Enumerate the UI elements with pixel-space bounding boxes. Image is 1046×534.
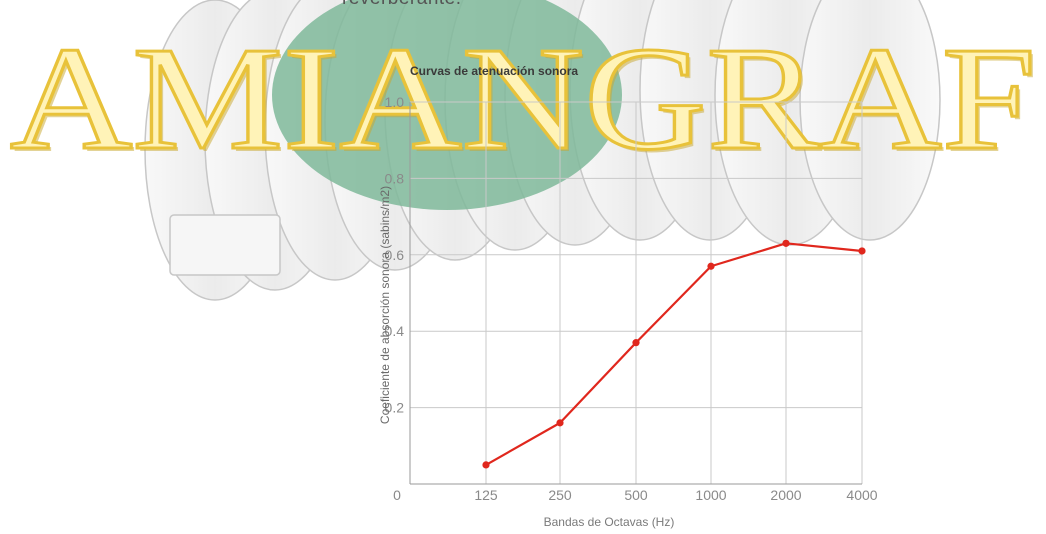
data-point-2000 [782, 239, 790, 247]
data-point-1000 [707, 262, 715, 270]
top-caption-text: reverberante. [342, 0, 462, 10]
chart-title: Curvas de atenuación sonora [410, 64, 579, 78]
x-tick-label-4000: 4000 [846, 487, 877, 503]
x-tick-label-500: 500 [624, 487, 648, 503]
y-tick-label: 1.0 [385, 94, 405, 110]
x-axis-label: Bandas de Octavas (Hz) [544, 515, 675, 529]
chart-grid [410, 101, 863, 484]
chart-axes [409, 102, 862, 485]
x-tick-label-125: 125 [474, 487, 498, 503]
data-point-250 [556, 419, 564, 427]
x-tick-label-2000: 2000 [770, 487, 801, 503]
y-axis-label: Coeficiente de absorción sonora (sabins/… [378, 186, 392, 424]
svg-text:AMIANGRAF: AMIANGRAF [10, 17, 1036, 160]
series-line [485, 242, 863, 466]
y-tick-label: 0.2 [385, 400, 405, 416]
svg-text:AMIANGRAF: AMIANGRAF [13, 20, 1039, 160]
y-tick-label: 0.6 [385, 247, 405, 263]
x-tick-label-250: 250 [548, 487, 572, 503]
chart-series [482, 239, 866, 469]
chart-tick-labels: 0.2 0.4 0.6 0.8 1.0 0 125 250 500 1000 2000 4000 [385, 94, 878, 503]
y-tick-label: 0.8 [385, 170, 405, 186]
green-seal-shape [272, 0, 622, 210]
data-point-4000 [858, 247, 866, 255]
x-tick-label-1000: 1000 [695, 487, 726, 503]
data-point-500 [632, 339, 640, 347]
data-point-125 [482, 461, 490, 469]
amiangraf-watermark: AMIANGRAF AMIANGRAF [9, 16, 1040, 161]
y-tick-label: 0.4 [385, 323, 405, 339]
x-origin-label: 0 [393, 487, 401, 503]
